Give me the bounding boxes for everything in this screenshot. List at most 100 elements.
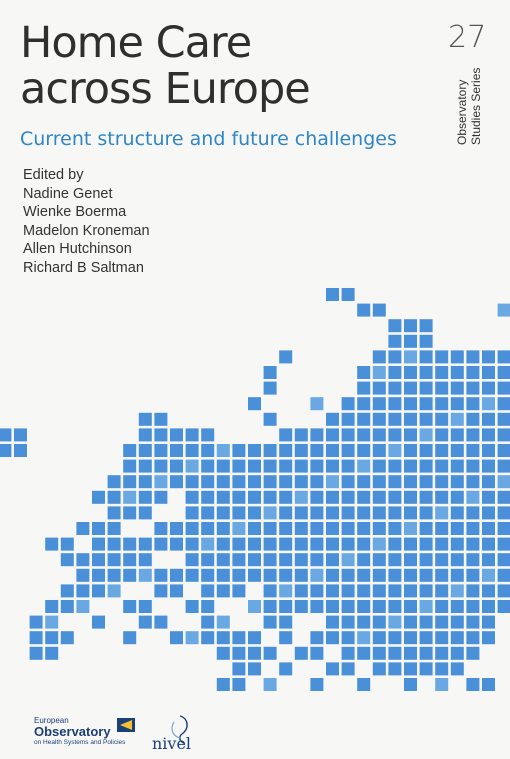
map-square xyxy=(372,584,386,598)
map-square xyxy=(0,428,12,442)
map-square xyxy=(201,615,215,629)
map-square xyxy=(388,366,402,379)
map-square xyxy=(404,490,417,504)
map-square xyxy=(310,459,324,473)
map-square xyxy=(201,631,215,645)
observatory-logo-line-2: Observatory xyxy=(34,724,111,739)
map-square xyxy=(170,522,183,535)
map-square xyxy=(419,412,433,426)
map-square xyxy=(92,584,105,598)
map-square xyxy=(310,600,324,613)
map-square xyxy=(450,381,464,395)
map-square xyxy=(372,662,386,676)
map-square xyxy=(450,646,464,660)
map-square xyxy=(357,428,371,442)
map-square xyxy=(419,553,433,567)
map-square xyxy=(123,506,137,520)
map-square xyxy=(263,678,277,691)
map-square xyxy=(357,600,371,613)
map-square xyxy=(404,350,417,364)
map-square xyxy=(279,537,293,551)
map-square xyxy=(435,366,449,379)
map-square xyxy=(263,381,277,395)
map-square xyxy=(232,646,246,660)
map-square xyxy=(248,568,261,582)
map-square xyxy=(497,522,510,535)
map-square xyxy=(404,366,417,379)
map-square xyxy=(216,584,230,598)
map-square xyxy=(372,631,386,645)
map-square xyxy=(497,350,510,364)
editor-name: Richard B Saltman xyxy=(23,259,144,276)
map-square xyxy=(357,553,371,567)
map-square xyxy=(388,381,402,395)
map-square xyxy=(107,568,121,582)
editor-name: Madelon Kroneman xyxy=(23,222,150,239)
map-square xyxy=(450,662,464,676)
map-square xyxy=(466,537,480,551)
map-square xyxy=(232,678,246,691)
map-square xyxy=(326,444,339,457)
map-square xyxy=(248,537,261,551)
map-square xyxy=(482,568,495,582)
map-square xyxy=(0,444,12,457)
map-square xyxy=(466,584,480,598)
map-square xyxy=(263,444,277,457)
map-square xyxy=(450,366,464,379)
map-square xyxy=(419,506,433,520)
map-square xyxy=(123,444,137,457)
map-square xyxy=(466,600,480,613)
map-square xyxy=(170,568,183,582)
map-square xyxy=(341,568,355,582)
map-square xyxy=(326,615,339,629)
map-square xyxy=(76,584,90,598)
map-square xyxy=(232,631,246,645)
map-square xyxy=(419,397,433,411)
map-square xyxy=(466,568,480,582)
map-square xyxy=(482,459,495,473)
map-square xyxy=(279,522,293,535)
map-square xyxy=(435,444,449,457)
map-square xyxy=(29,615,43,629)
map-square xyxy=(404,397,417,411)
map-square xyxy=(14,428,27,442)
map-square xyxy=(154,412,168,426)
map-square xyxy=(388,397,402,411)
map-square xyxy=(419,600,433,613)
map-square xyxy=(372,428,386,442)
map-square xyxy=(263,615,277,629)
map-square xyxy=(232,553,246,567)
map-square xyxy=(185,428,199,442)
map-square xyxy=(404,319,417,333)
map-square xyxy=(341,288,355,301)
map-square xyxy=(185,631,199,645)
map-square xyxy=(154,537,168,551)
map-square xyxy=(497,600,510,613)
map-square xyxy=(45,600,59,613)
map-square xyxy=(60,631,74,645)
map-square xyxy=(279,459,293,473)
map-square xyxy=(154,615,168,629)
map-square xyxy=(232,568,246,582)
map-square xyxy=(466,646,480,660)
map-square xyxy=(185,553,199,567)
observatory-flag-icon xyxy=(117,718,135,732)
map-square xyxy=(450,412,464,426)
map-square xyxy=(279,475,293,489)
map-square xyxy=(357,459,371,473)
map-square xyxy=(466,475,480,489)
map-square xyxy=(279,553,293,567)
map-square xyxy=(388,506,402,520)
map-square xyxy=(466,678,480,691)
map-square xyxy=(419,662,433,676)
map-square xyxy=(341,475,355,489)
map-square xyxy=(60,537,74,551)
map-square xyxy=(138,490,152,504)
map-square xyxy=(92,615,105,629)
map-square xyxy=(357,537,371,551)
observatory-logo-line-1: European xyxy=(34,716,69,725)
map-square xyxy=(326,490,339,504)
map-square xyxy=(201,584,215,598)
map-square xyxy=(341,662,355,676)
map-square xyxy=(248,600,261,613)
